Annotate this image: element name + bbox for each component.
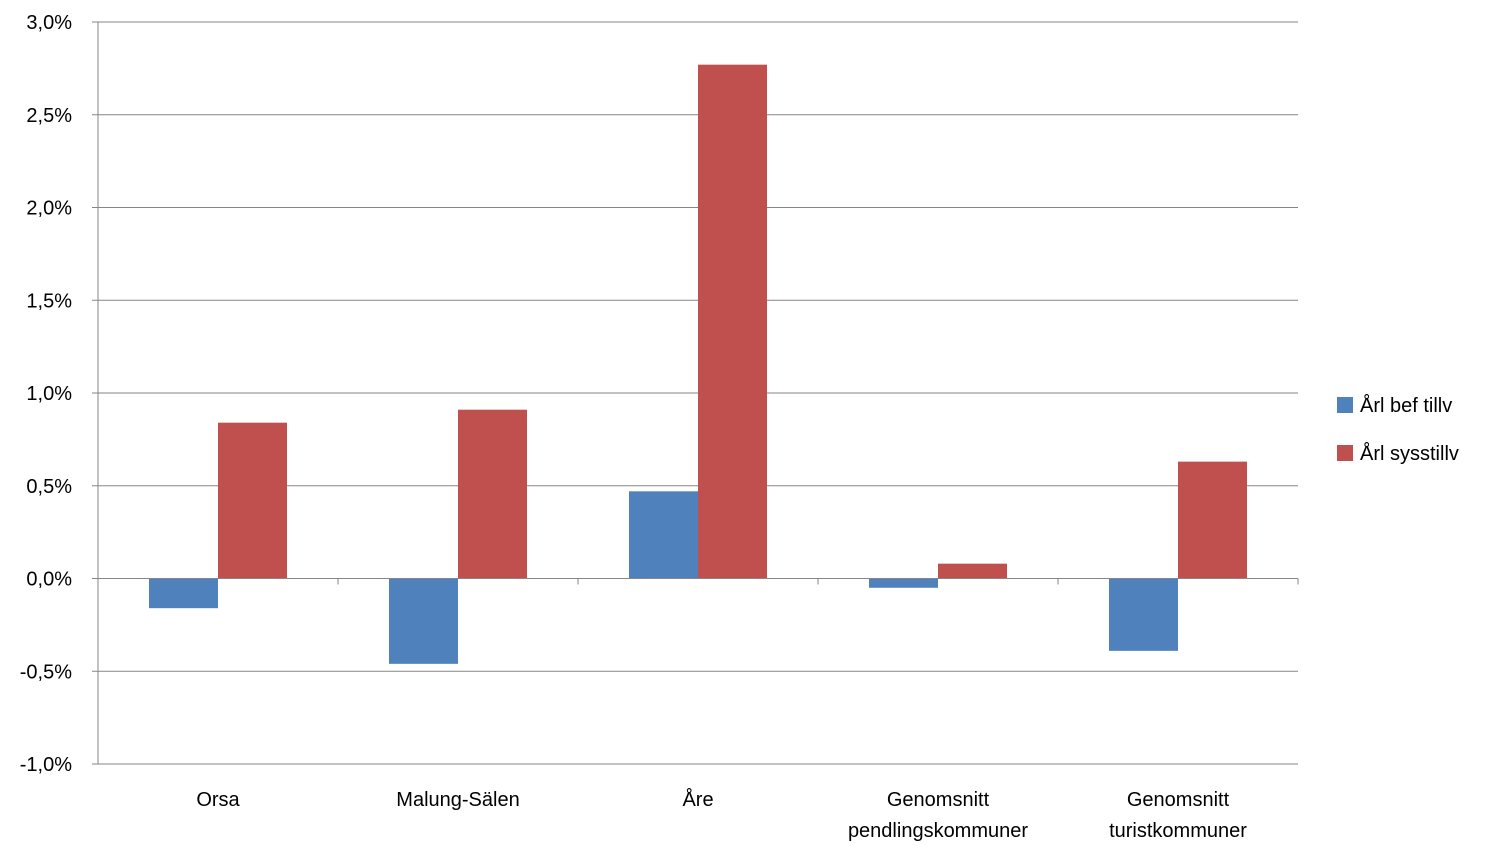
y-tick-label: 3,0%	[26, 12, 72, 34]
y-tick-label: 1,5%	[26, 290, 72, 312]
bar-sysstillv	[218, 422, 287, 579]
bar-bef-tillv	[149, 578, 218, 609]
x-category-label: Genomsnitt	[1127, 789, 1230, 811]
legend: Årl bef tillv Årl sysstillv	[1337, 394, 1459, 465]
axis-labels: 3,0% 2,5% 2,0% 1,5% 1,0% 0,5% 0,0% -0,5% -1,0% Or…	[20, 12, 1247, 842]
x-category-label: turistkommuner	[1109, 820, 1247, 842]
x-category-label: pendlingskommuner	[848, 820, 1028, 842]
bar-sysstillv	[938, 563, 1007, 579]
x-category-label: Orsa	[196, 789, 240, 811]
bar-bef-tillv	[389, 578, 458, 664]
legend-swatch	[1337, 397, 1353, 413]
y-tick-label: 0,5%	[26, 476, 72, 498]
legend-label: Årl bef tillv	[1360, 394, 1452, 417]
y-tick-label: -1,0%	[20, 754, 72, 776]
x-category-label: Åre	[682, 788, 713, 811]
x-category-label: Genomsnitt	[887, 789, 990, 811]
x-category-label: Malung-Sälen	[396, 789, 519, 811]
bar-bef-tillv	[869, 578, 938, 588]
y-tick-label: 2,0%	[26, 198, 72, 220]
bar-bef-tillv	[629, 491, 698, 579]
bar-bef-tillv	[1109, 578, 1178, 651]
legend-swatch	[1337, 445, 1353, 461]
axes	[92, 21, 1299, 765]
bars	[149, 64, 1247, 664]
bar-sysstillv	[1178, 461, 1247, 579]
y-tick-label: 1,0%	[26, 383, 72, 405]
bar-sysstillv	[458, 409, 527, 579]
y-tick-label: -0,5%	[20, 661, 72, 683]
y-tick-label: 2,5%	[26, 105, 72, 127]
bar-sysstillv	[698, 64, 767, 579]
legend-label: Årl sysstillv	[1360, 442, 1459, 465]
y-tick-label: 0,0%	[26, 569, 72, 591]
